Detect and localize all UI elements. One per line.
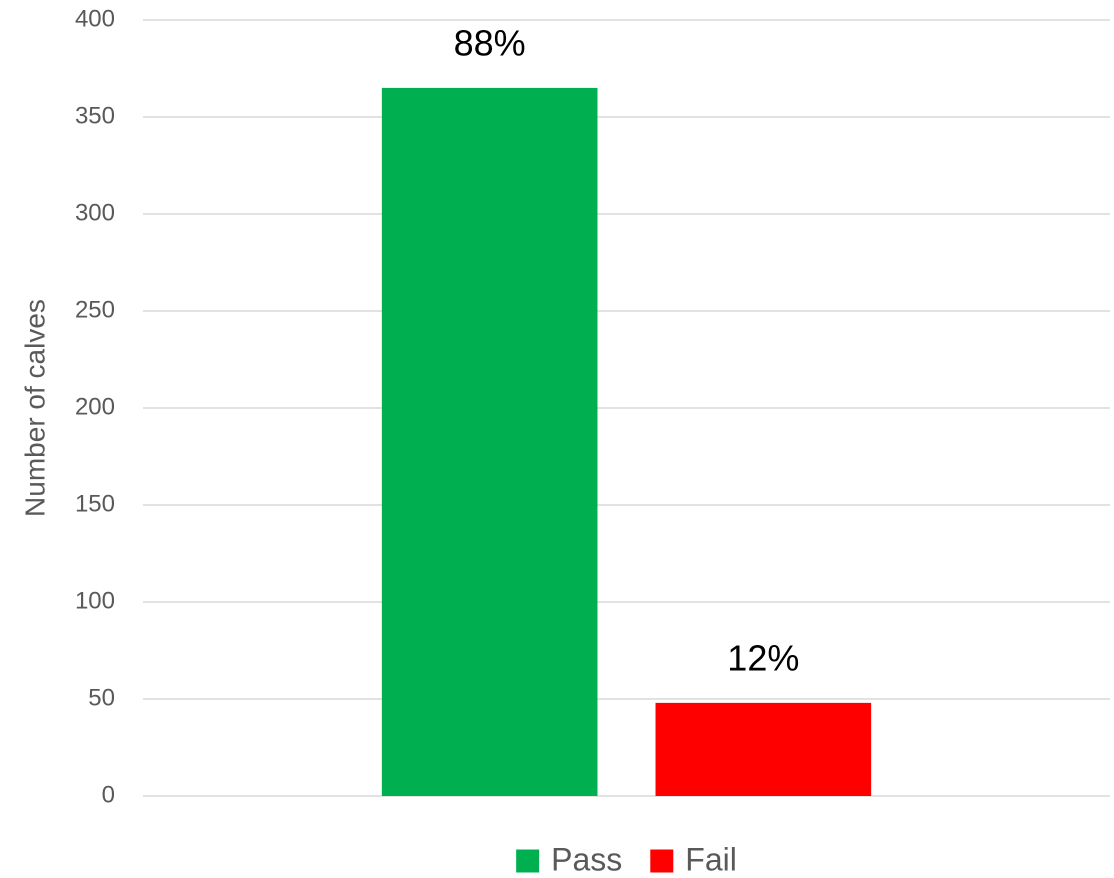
legend-label: Fail [685, 841, 737, 877]
y-tick-label: 50 [88, 684, 115, 711]
y-tick-label: 0 [102, 781, 115, 808]
bar [381, 87, 598, 796]
bar [655, 702, 872, 796]
legend-item: Pass [516, 841, 622, 877]
y-tick-label: 400 [75, 5, 115, 32]
legend-swatch [516, 849, 540, 873]
legend-label: Pass [551, 841, 622, 877]
y-tick-label: 150 [75, 490, 115, 517]
y-tick-label: 350 [75, 102, 115, 129]
y-tick-label: 100 [75, 587, 115, 614]
annotation: 88% [454, 22, 526, 63]
y-tick-label: 300 [75, 199, 115, 226]
y-axis-title: Number of calves [19, 299, 50, 517]
legend-item: Fail [650, 841, 737, 877]
annotation: 12% [727, 637, 799, 678]
y-tick-label: 250 [75, 296, 115, 323]
legend-swatch [650, 849, 674, 873]
y-tick-label: 200 [75, 393, 115, 420]
